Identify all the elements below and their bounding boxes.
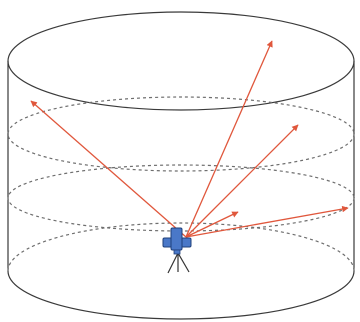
cylinder-bottom-rim — [7, 270, 355, 320]
laser-rays — [30, 40, 349, 238]
scanner-device — [162, 227, 192, 274]
dashed-level-upper — [7, 96, 355, 172]
scanner-icon — [162, 227, 192, 255]
scanner-head — [170, 227, 183, 251]
ray-top — [185, 40, 273, 238]
ray-upper-left — [30, 100, 187, 238]
ray-upper-right — [185, 124, 299, 238]
dashed-level-bottom — [7, 222, 355, 272]
scanner-mount — [173, 249, 181, 255]
ray-short — [185, 211, 239, 238]
cylinder-top-rim — [7, 11, 355, 111]
tripod-icon — [167, 252, 190, 274]
ray-right — [185, 205, 349, 238]
dashed-level-middle — [7, 164, 355, 232]
cylinder — [7, 11, 355, 320]
